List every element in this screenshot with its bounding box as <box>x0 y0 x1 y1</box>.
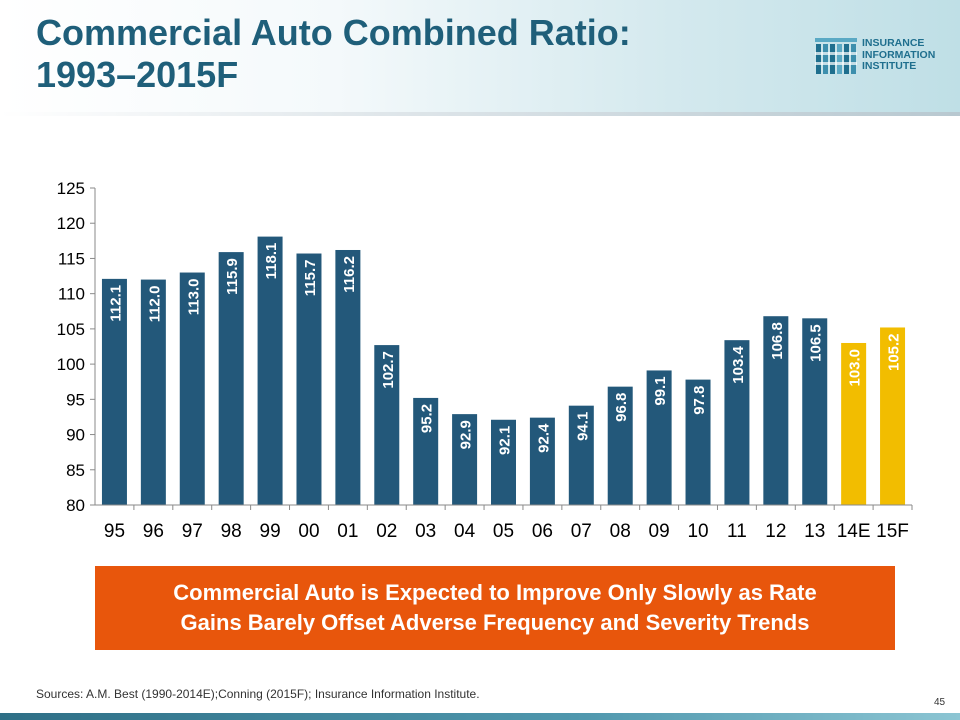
x-tick-label-06: 06 <box>532 521 553 542</box>
bar-06 <box>529 417 555 505</box>
value-label-09: 99.1 <box>652 376 669 405</box>
logo-line-3: INSTITUTE <box>862 60 917 72</box>
y-tick-label: 120 <box>57 214 85 233</box>
x-tick-label-05: 05 <box>493 521 514 542</box>
x-tick-label-07: 07 <box>571 521 592 542</box>
value-label-00: 115.7 <box>302 260 319 297</box>
title-line-1: Commercial Auto Combined Ratio: <box>36 12 631 53</box>
value-label-06: 92.4 <box>535 423 552 453</box>
x-tick-label-10: 10 <box>687 521 708 542</box>
callout-line-2: Gains Barely Offset Adverse Frequency an… <box>180 610 810 635</box>
bar-11 <box>724 340 750 505</box>
x-tick-label-01: 01 <box>337 521 358 542</box>
y-tick-label: 95 <box>66 390 85 409</box>
y-tick-label: 80 <box>66 496 85 515</box>
y-tick-label: 110 <box>58 285 85 304</box>
bar-96 <box>140 279 166 505</box>
bar-12 <box>763 316 789 505</box>
page-number: 45 <box>934 697 946 708</box>
y-tick-label: 85 <box>66 461 85 480</box>
value-label-12: 106.8 <box>769 322 786 360</box>
value-label-99: 118.1 <box>263 243 280 280</box>
x-tick-label-04: 04 <box>454 521 476 542</box>
y-tick-label: 105 <box>57 320 85 339</box>
value-label-04: 92.9 <box>458 420 475 449</box>
bar-09 <box>646 370 672 505</box>
x-tick-label-11: 11 <box>727 521 747 542</box>
page-title: Commercial Auto Combined Ratio: 1993–201… <box>36 12 756 96</box>
x-tick-label-13: 13 <box>804 521 825 542</box>
bar-04 <box>452 414 478 505</box>
value-label-96: 112.0 <box>146 286 163 323</box>
x-tick-label-15F: 15F <box>876 521 909 542</box>
x-tick-label-97: 97 <box>182 521 203 542</box>
bar-95 <box>101 278 127 505</box>
x-tick-label-98: 98 <box>221 521 242 542</box>
combined-ratio-bar-chart: 112.1 112.0 113.0 115.9 118.1 115.7 116.2 102.7… <box>57 179 913 542</box>
bar-14E <box>841 342 867 505</box>
y-tick-label: 125 <box>57 179 85 198</box>
footer-bar <box>0 713 960 720</box>
x-tick-label-02: 02 <box>376 521 397 542</box>
bars-group <box>101 236 906 505</box>
bar-98 <box>218 252 244 505</box>
bar-00 <box>296 253 322 505</box>
bar-03 <box>413 397 439 505</box>
y-tick-label: 100 <box>57 355 85 374</box>
y-tick-label: 90 <box>66 426 85 445</box>
title-line-2: 1993–2015F <box>36 54 239 95</box>
x-axis: 95 96 97 98 99 00 01 02 03 04 05 06 07 08 09 10 11 12 13 14… <box>95 504 913 542</box>
sources-note: Sources: A.M. Best (1990-2014E);Conning … <box>36 687 480 701</box>
value-label-05: 92.1 <box>497 426 514 455</box>
value-label-02: 102.7 <box>380 351 397 389</box>
header-divider <box>0 112 960 116</box>
bar-13 <box>802 318 828 505</box>
value-label-95: 112.1 <box>107 285 124 322</box>
x-tick-label-96: 96 <box>143 521 164 542</box>
callout-line-1: Commercial Auto is Expected to Improve O… <box>173 580 817 605</box>
value-label-01: 116.2 <box>341 256 358 293</box>
bar-01 <box>335 249 361 505</box>
iii-logo: INSURANCE INFORMATION INSTITUTE <box>815 37 955 74</box>
bar-99 <box>257 236 283 505</box>
value-label-07: 94.1 <box>574 412 591 441</box>
value-labels-group: 112.1 112.0 113.0 115.9 118.1 115.7 116.2 102.7… <box>107 243 902 455</box>
y-tick-label: 115 <box>58 249 85 268</box>
bar-02 <box>374 345 400 505</box>
logo-line-2: INFORMATION <box>862 48 936 61</box>
value-label-97: 113.0 <box>185 279 202 316</box>
x-tick-label-14E: 14E <box>837 521 871 542</box>
bar-07 <box>568 405 594 505</box>
value-label-98: 115.9 <box>224 258 241 295</box>
iii-logo-mark-icon <box>815 38 857 74</box>
value-label-08: 96.8 <box>613 393 630 422</box>
value-label-13: 106.5 <box>808 324 825 362</box>
value-label-03: 95.2 <box>419 404 436 433</box>
value-label-11: 103.4 <box>730 346 747 384</box>
header-band <box>0 0 960 112</box>
logo-line-1: INSURANCE <box>862 37 925 49</box>
x-tick-label-95: 95 <box>104 521 125 542</box>
bar-97 <box>179 272 205 505</box>
x-tick-label-00: 00 <box>298 521 319 542</box>
y-axis: 80 85 90 95 100 105 110 115 120 125 <box>57 179 96 515</box>
bar-08 <box>607 386 633 505</box>
x-tick-label-03: 03 <box>415 521 436 542</box>
bar-15F <box>880 327 906 505</box>
x-tick-label-09: 09 <box>649 521 670 542</box>
value-label-14E: 103.0 <box>847 349 864 387</box>
callout-box: Commercial Auto is Expected to Improve O… <box>95 566 895 650</box>
iii-logo-text: INSURANCE INFORMATION INSTITUTE <box>862 37 936 73</box>
value-label-10: 97.8 <box>691 386 708 415</box>
x-tick-label-99: 99 <box>260 521 281 542</box>
bar-05 <box>491 419 516 505</box>
bar-10 <box>685 379 711 505</box>
value-label-15F: 105.2 <box>886 333 903 371</box>
x-tick-label-12: 12 <box>765 521 786 542</box>
x-tick-label-08: 08 <box>610 521 631 542</box>
